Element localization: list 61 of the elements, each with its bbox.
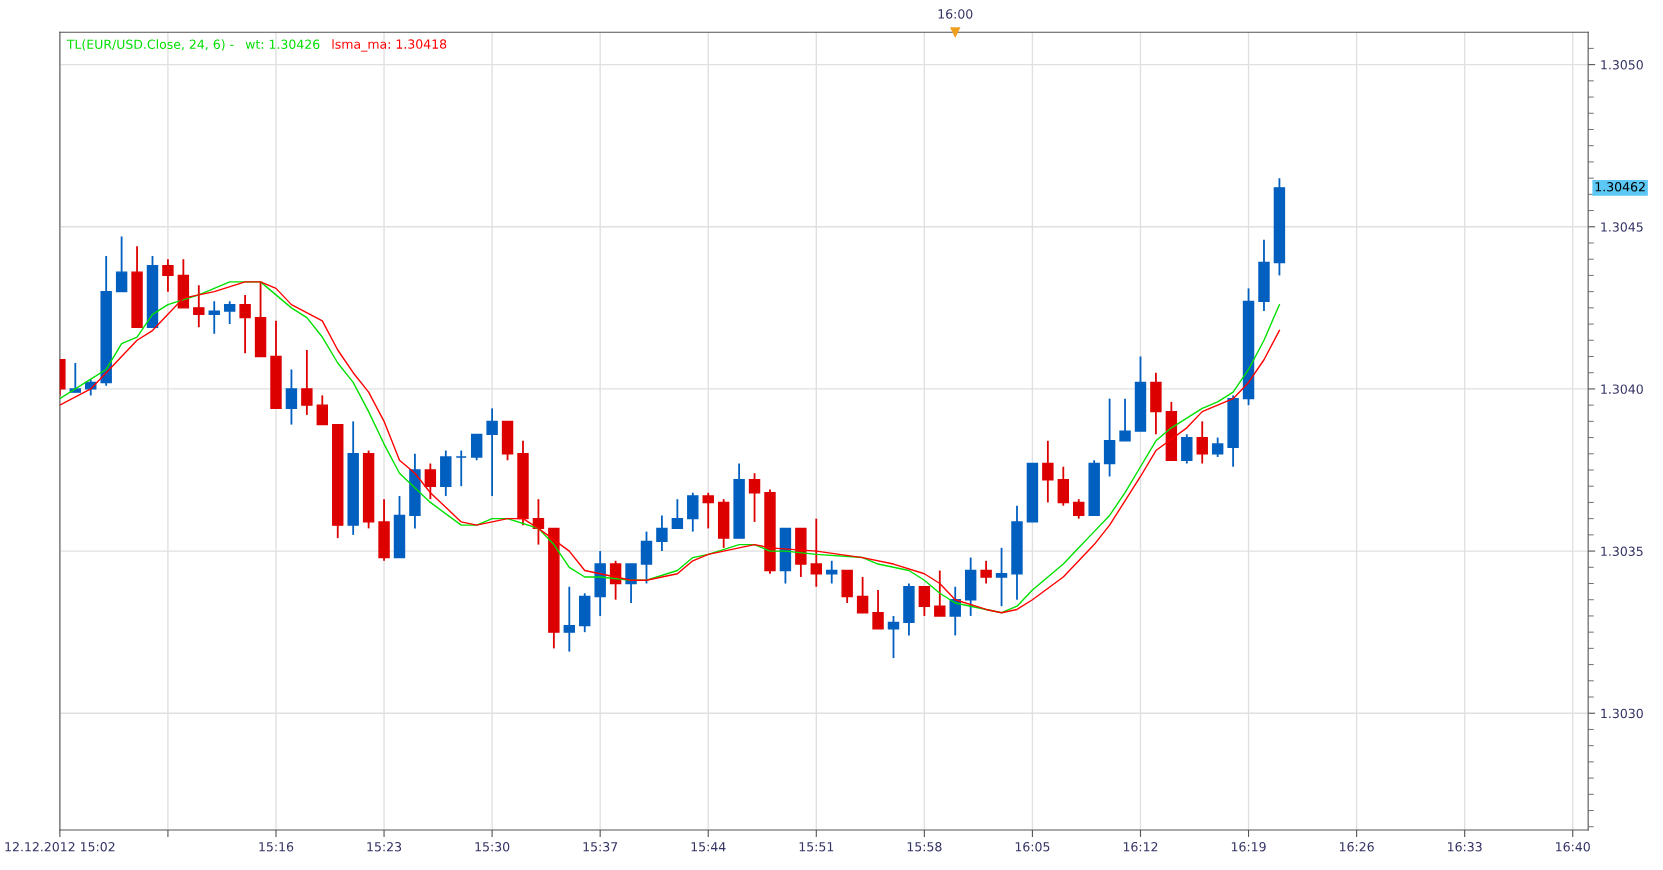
text: lsma_ma: 1.30418: [332, 39, 447, 52]
candlestick: [625, 563, 637, 604]
candlestick: [810, 517, 823, 588]
candlestick: [887, 615, 900, 660]
x-tick-label: 15:37: [583, 842, 618, 852]
x-tick-label: 16:05: [1015, 842, 1050, 852]
text: wt: 1.30426: [245, 39, 320, 49]
candlestick: [995, 546, 1008, 608]
x-tick-label: 16:26: [1339, 842, 1374, 852]
x-tick-label: 15:23: [367, 842, 402, 852]
candlestick: [702, 491, 714, 530]
candlestick: [872, 589, 884, 630]
candlestick: [285, 368, 298, 426]
x-tick-label: 16:19: [1231, 842, 1266, 852]
x-tick-label: 16:40: [1556, 842, 1590, 852]
candlestick: [193, 284, 205, 329]
candlestick: [640, 530, 653, 585]
candlestick: [115, 235, 128, 293]
x-tick-label: 15:51: [799, 842, 834, 852]
candlestick: [208, 300, 220, 335]
x-tick-label: 15:58: [907, 842, 942, 852]
candlestick: [316, 394, 329, 426]
y-tick-label: 1.3045: [1601, 222, 1643, 232]
candlestick: [424, 462, 437, 501]
x-tick-label: 15:16: [259, 842, 294, 852]
text: 1.30462: [1595, 182, 1645, 192]
candlestick: [856, 576, 869, 614]
candlestick: [687, 491, 699, 533]
candlestick: [1196, 420, 1208, 465]
x-tick-label: 15:44: [691, 842, 726, 852]
candlestick: [1211, 436, 1224, 458]
candlestick: [748, 472, 761, 523]
candlestick: [1181, 433, 1193, 465]
candlestick: [1103, 397, 1116, 478]
x-tick-label: 16:12: [1123, 842, 1158, 852]
annotation: 16:00: [938, 9, 973, 19]
candlestick: [1042, 439, 1054, 504]
candlestick: [656, 514, 668, 552]
y-tick-label: 1.3030: [1601, 708, 1643, 719]
candlestick: [470, 433, 483, 462]
candlestick: [1057, 465, 1070, 507]
x-tick-label: 12.12.2012 15:02: [5, 842, 115, 852]
candlestick: [563, 585, 576, 653]
candlestick: [223, 300, 236, 325]
candlestick: [301, 349, 313, 416]
candlestick: [1119, 397, 1131, 442]
x-tick-label: 15:30: [475, 842, 510, 852]
candlestick: [980, 559, 992, 585]
x-tick-label: 16:33: [1448, 842, 1482, 852]
legend-title: TL(EUR/USD.Close, 24, 6) -: [66, 39, 234, 51]
candlestick: [918, 585, 931, 617]
y-tick-label: 1.3035: [1601, 546, 1643, 556]
y-tick-label: 1.3040: [1601, 384, 1643, 394]
candlestick: [934, 569, 946, 617]
candlestick: [486, 407, 498, 497]
y-tick-label: 1.3050: [1601, 60, 1643, 70]
candlestick: [1073, 498, 1085, 520]
candlestick: [671, 498, 684, 530]
candlestick: [455, 449, 467, 488]
candlestick: [162, 258, 174, 293]
candlestick: [239, 293, 251, 355]
